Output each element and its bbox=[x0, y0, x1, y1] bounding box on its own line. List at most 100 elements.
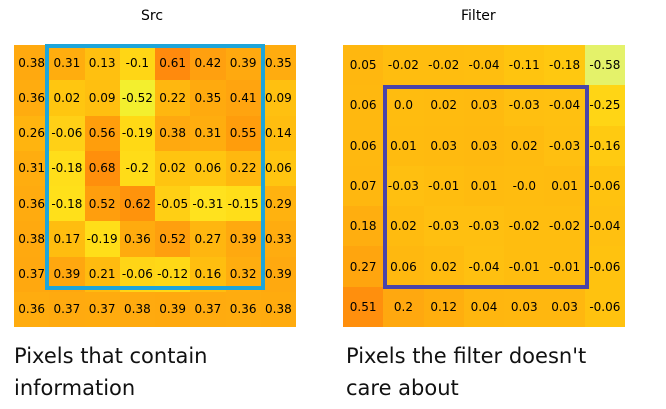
filter-cell: 0.12 bbox=[423, 286, 464, 327]
filter-cell: -0.02 bbox=[383, 45, 424, 86]
src-cell: 0.36 bbox=[119, 221, 155, 257]
src-caption: Pixels that contain information bbox=[14, 340, 314, 404]
filter-cell: -0.58 bbox=[584, 45, 625, 86]
src-cell: 0.22 bbox=[155, 80, 191, 116]
src-cell: -0.15 bbox=[225, 186, 261, 222]
filter-cell: 0.03 bbox=[504, 286, 545, 327]
filter-cell: -0.02 bbox=[504, 206, 545, 247]
filter-cell: 0.02 bbox=[423, 246, 464, 287]
src-cell: 0.35 bbox=[190, 80, 226, 116]
src-cell: 0.06 bbox=[190, 150, 226, 186]
filter-cell: 0.03 bbox=[423, 125, 464, 166]
filter-cell: -0.06 bbox=[584, 165, 625, 207]
src-cell: 0.56 bbox=[84, 115, 120, 151]
filter-cell: 0.07 bbox=[343, 165, 384, 207]
filter-cell: -0.03 bbox=[383, 165, 424, 207]
src-cell: 0.16 bbox=[190, 256, 226, 292]
src-cell: 0.33 bbox=[260, 221, 296, 257]
src-cell: 0.39 bbox=[225, 221, 261, 257]
src-cell: 0.31 bbox=[14, 150, 50, 186]
filter-title: Filter bbox=[461, 8, 496, 24]
src-cell: -0.06 bbox=[119, 256, 155, 292]
src-cell: 0.36 bbox=[14, 291, 50, 327]
src-cell: 0.36 bbox=[14, 186, 50, 222]
filter-cell: 0.01 bbox=[463, 165, 505, 207]
src-cell: 0.62 bbox=[119, 186, 155, 222]
src-cell: 0.17 bbox=[49, 221, 85, 257]
src-cell: 0.21 bbox=[84, 256, 120, 292]
src-cell: 0.39 bbox=[49, 256, 85, 292]
src-cell: -0.18 bbox=[49, 150, 85, 186]
src-cell: -0.05 bbox=[155, 186, 191, 222]
src-cell: -0.19 bbox=[84, 221, 120, 257]
filter-cell: 0.27 bbox=[343, 246, 384, 287]
src-caption-line-1: Pixels that contain bbox=[14, 344, 208, 368]
filter-cell: 0.03 bbox=[544, 286, 585, 327]
src-title: Src bbox=[141, 8, 164, 24]
filter-caption: Pixels the filter doesn't care about bbox=[346, 340, 646, 404]
src-cell: 0.68 bbox=[84, 150, 120, 186]
filter-cell: -0.06 bbox=[584, 246, 625, 287]
src-cell: 0.52 bbox=[155, 221, 191, 257]
src-cell: 0.38 bbox=[14, 45, 50, 81]
src-cell: 0.38 bbox=[14, 221, 50, 257]
src-cell: 0.13 bbox=[84, 45, 120, 81]
filter-cell: -0.02 bbox=[423, 45, 464, 86]
src-cell: 0.29 bbox=[260, 186, 296, 222]
filter-cell: -0.01 bbox=[504, 246, 545, 287]
src-cell: 0.55 bbox=[225, 115, 261, 151]
filter-cell: 0.06 bbox=[343, 125, 384, 166]
filter-cell: -0.04 bbox=[584, 206, 625, 247]
filter-cell: -0.18 bbox=[544, 45, 585, 86]
src-cell: 0.38 bbox=[119, 291, 155, 327]
filter-cell: -0.04 bbox=[463, 246, 505, 287]
src-cell: 0.02 bbox=[49, 80, 85, 116]
filter-cell: -0.02 bbox=[544, 206, 585, 247]
src-cell: -0.31 bbox=[190, 186, 226, 222]
src-cell: 0.27 bbox=[190, 221, 226, 257]
src-cell: 0.22 bbox=[225, 150, 261, 186]
src-cell: 0.38 bbox=[155, 115, 191, 151]
src-cell: 0.36 bbox=[14, 80, 50, 116]
filter-caption-line-2: care about bbox=[346, 376, 459, 400]
src-cell: 0.52 bbox=[84, 186, 120, 222]
filter-heatmap: 0.05 -0.02 -0.02 -0.04 -0.11 -0.18 -0.58 0.06 0.… bbox=[343, 45, 625, 327]
filter-cell: 0.05 bbox=[343, 45, 384, 86]
filter-cell: 0.03 bbox=[463, 85, 505, 126]
filter-cell: 0.06 bbox=[343, 85, 384, 126]
src-cell: -0.19 bbox=[119, 115, 155, 151]
src-cell: 0.31 bbox=[49, 45, 85, 81]
src-cell: 0.37 bbox=[84, 291, 120, 327]
filter-cell: 0.02 bbox=[383, 206, 424, 247]
filter-cell: -0.03 bbox=[423, 206, 464, 247]
filter-cell: -0.04 bbox=[463, 45, 505, 86]
src-cell: 0.39 bbox=[225, 45, 261, 81]
filter-cell: -0.04 bbox=[544, 85, 585, 126]
filter-cell: -0.11 bbox=[504, 45, 545, 86]
filter-cell: 0.2 bbox=[383, 286, 424, 327]
filter-cell: -0.03 bbox=[504, 85, 545, 126]
src-cell: 0.37 bbox=[49, 291, 85, 327]
filter-cell: -0.0 bbox=[504, 165, 545, 207]
src-cell: -0.52 bbox=[119, 80, 155, 116]
src-cell: 0.09 bbox=[84, 80, 120, 116]
src-cell: 0.39 bbox=[155, 291, 191, 327]
src-cell: 0.39 bbox=[260, 256, 296, 292]
src-cell: 0.37 bbox=[14, 256, 50, 292]
src-caption-line-2: information bbox=[14, 376, 136, 400]
filter-cell: 0.04 bbox=[463, 286, 505, 327]
filter-cell: -0.06 bbox=[584, 286, 625, 327]
src-cell: 0.32 bbox=[225, 256, 261, 292]
filter-cell: 0.06 bbox=[383, 246, 424, 287]
filter-cell: -0.16 bbox=[584, 125, 625, 166]
filter-cell: 0.01 bbox=[383, 125, 424, 166]
filter-cell: -0.03 bbox=[463, 206, 505, 247]
filter-cell: -0.25 bbox=[584, 85, 625, 126]
src-cell: 0.38 bbox=[260, 291, 296, 327]
src-cell: 0.36 bbox=[225, 291, 261, 327]
filter-caption-line-1: Pixels the filter doesn't bbox=[346, 344, 587, 368]
filter-cell: 0.03 bbox=[463, 125, 505, 166]
filter-cell: 0.01 bbox=[544, 165, 585, 207]
src-cell: -0.2 bbox=[119, 150, 155, 186]
src-cell: 0.41 bbox=[225, 80, 261, 116]
